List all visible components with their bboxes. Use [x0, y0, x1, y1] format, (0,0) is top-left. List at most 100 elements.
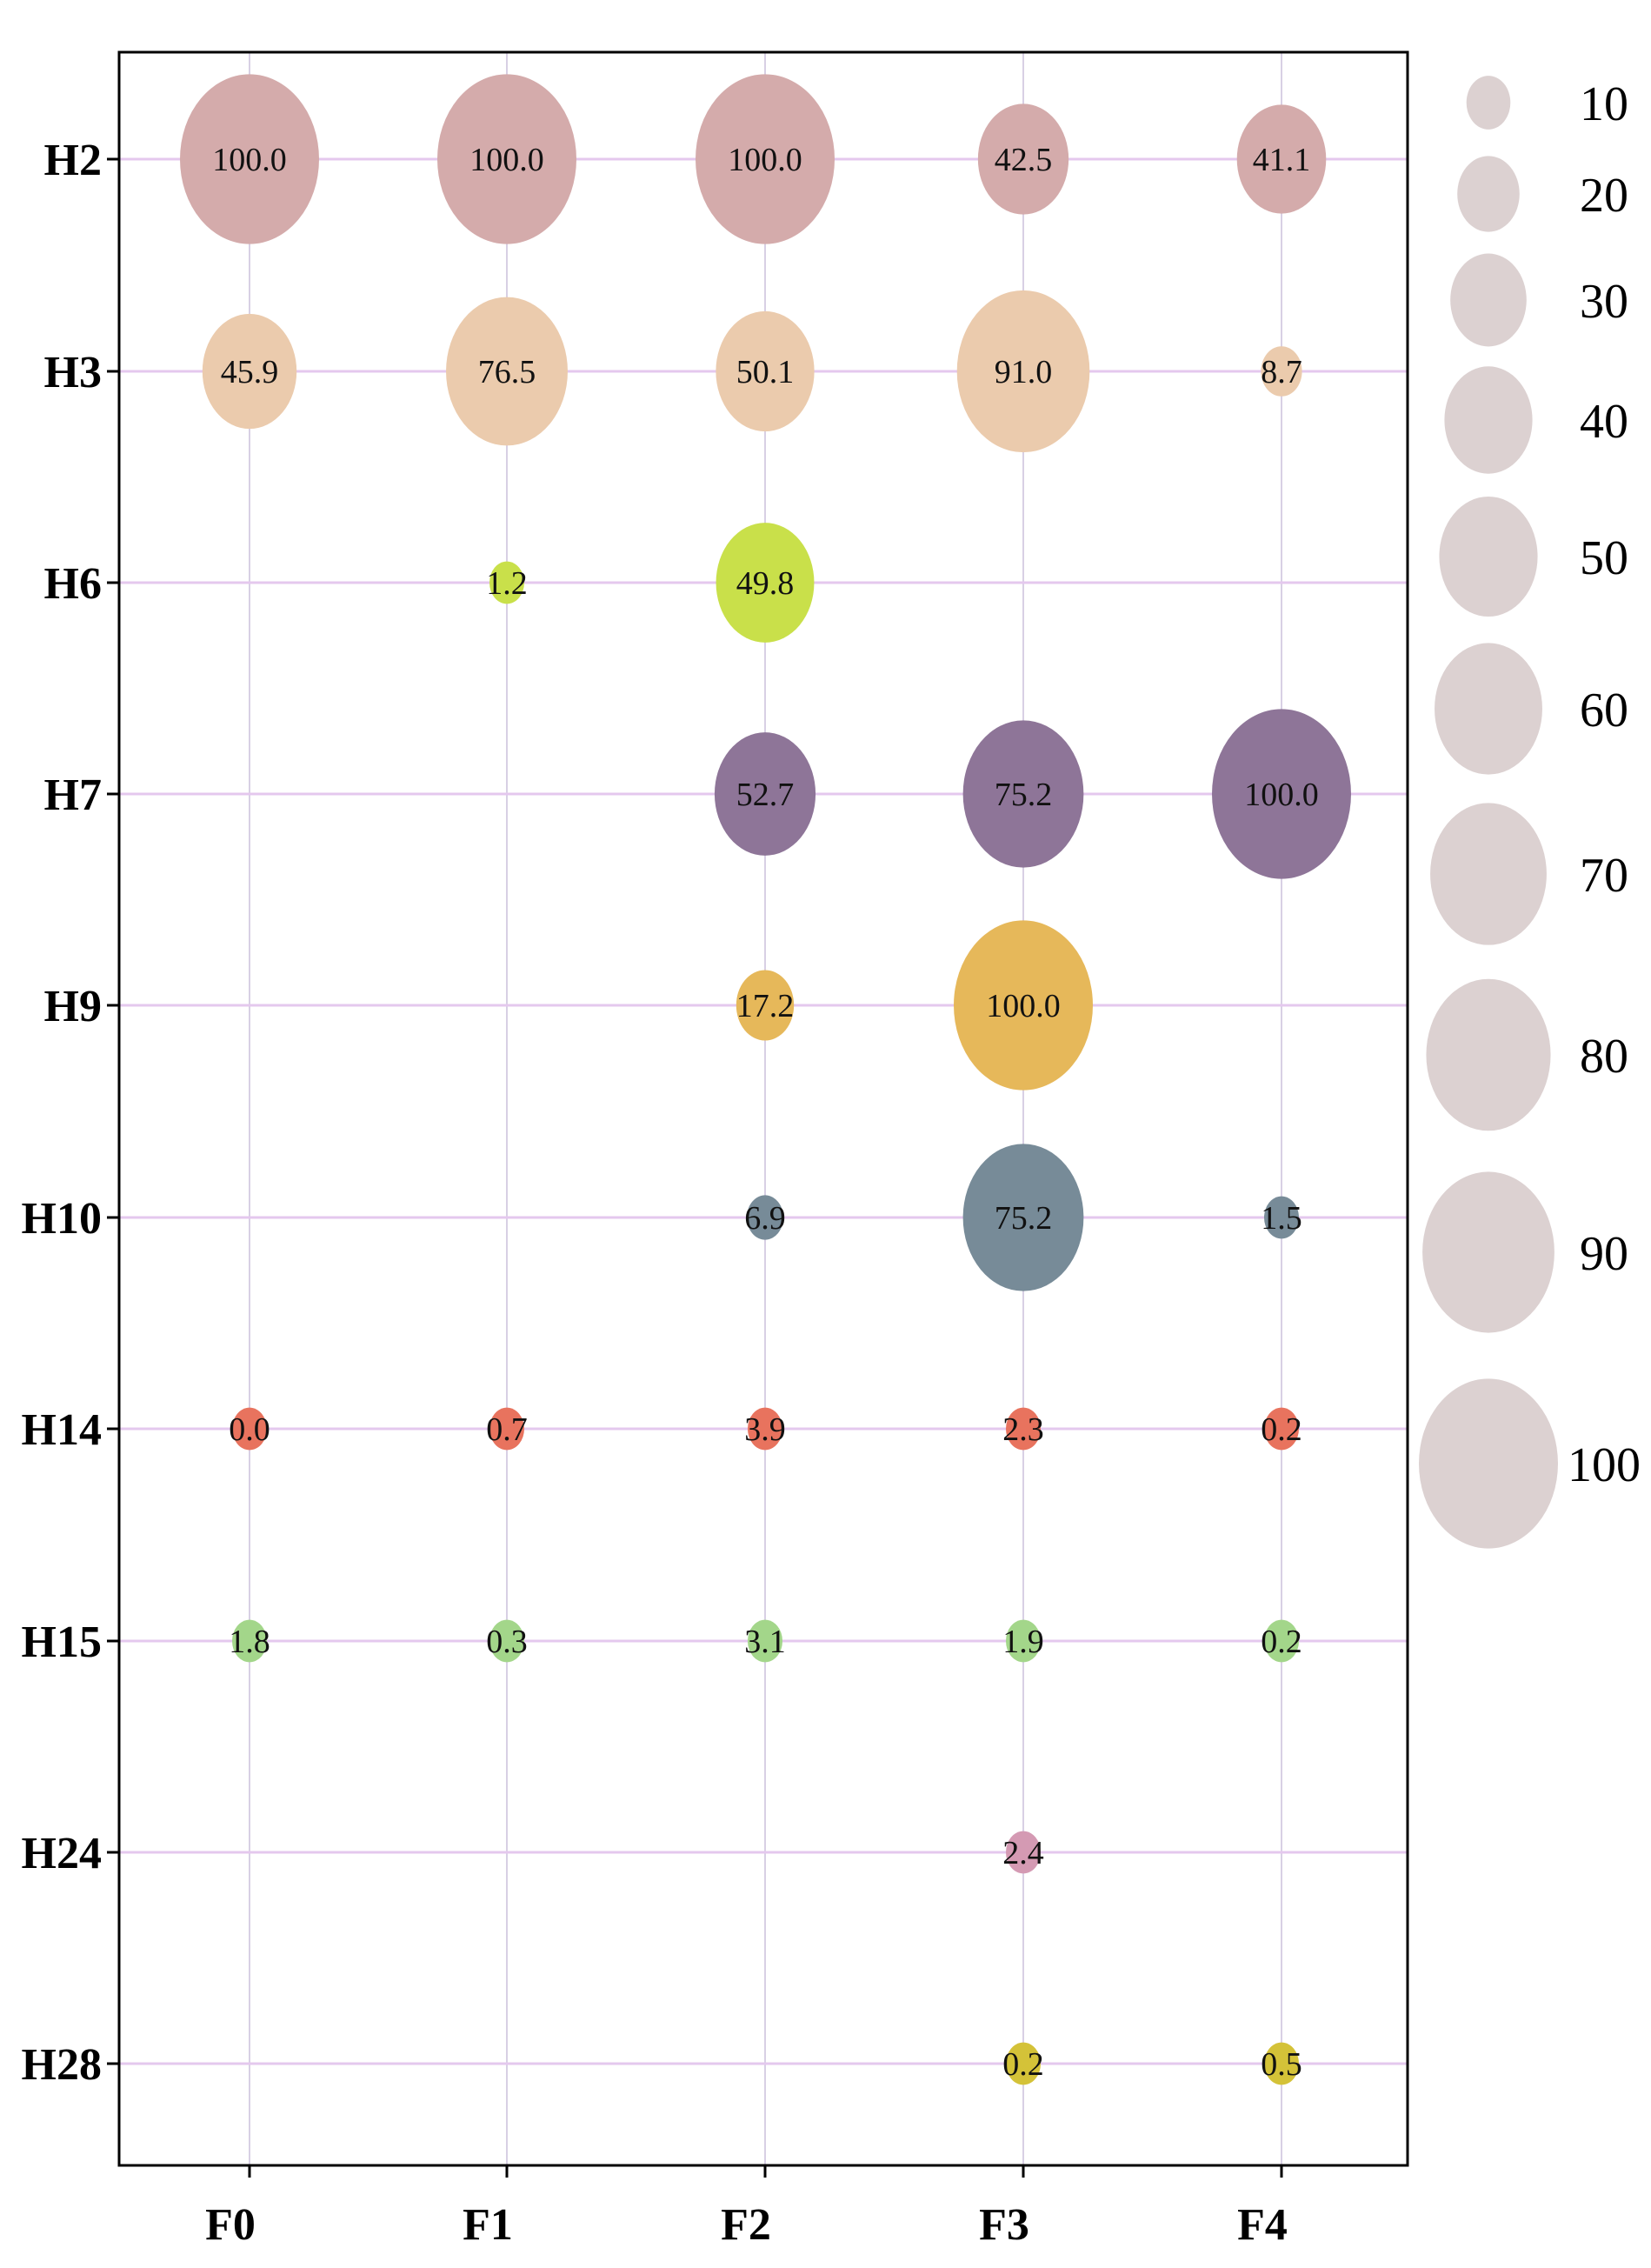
bubble-H2-F1: [437, 74, 576, 244]
legend-label: 60: [1580, 684, 1628, 737]
legend-bubble: [1426, 978, 1551, 1131]
bubble-value-label: 100.0: [469, 142, 544, 178]
bubble-value-label: 1.5: [1261, 1200, 1302, 1237]
bubble-H10-F2: [746, 1195, 784, 1240]
legend-bubble: [1450, 253, 1527, 347]
bubble-H24-F3: [1006, 1831, 1041, 1874]
y-tick-label: H24: [22, 1829, 102, 1878]
bubble-H15-F1: [489, 1619, 524, 1663]
legend-bubble: [1419, 1378, 1558, 1549]
bubble-value-label: 17.2: [736, 988, 795, 1024]
bubble-value-label: 0.2: [1261, 1624, 1302, 1660]
bubble-value-label: 100.0: [1244, 777, 1319, 813]
bubble-value-label: 1.8: [229, 1624, 270, 1660]
bubble-value-label: 50.1: [736, 354, 795, 390]
plot-frame: [117, 50, 1409, 2167]
bubble-H7-F2: [714, 732, 816, 856]
bubble-H14-F0: [232, 1407, 267, 1451]
legend-label: 100: [1568, 1438, 1641, 1492]
bubble-H14-F2: [748, 1407, 782, 1451]
legend-bubble: [1466, 76, 1511, 130]
bubble-H6-F1: [489, 561, 524, 604]
y-tick-label: H6: [44, 559, 102, 609]
bubble-H6-F2: [716, 523, 815, 643]
bubble-value-label: 2.3: [1002, 1411, 1044, 1448]
y-tick-label: H2: [44, 136, 102, 185]
bubble-H3-F3: [956, 290, 1090, 453]
bubble-H2-F4: [1236, 104, 1327, 214]
y-tick-label: H15: [22, 1618, 102, 1667]
bubble-value-label: 0.3: [486, 1624, 528, 1660]
bubble-H28-F3: [1006, 2042, 1041, 2085]
bubble-H3-F4: [1261, 346, 1302, 397]
bubble-H9-F2: [736, 970, 795, 1041]
bubble-value-label: 0.2: [1002, 2046, 1044, 2083]
bubble-H3-F1: [446, 297, 568, 446]
bubble-value-label: 3.1: [744, 1624, 786, 1660]
legend-bubble: [1422, 1171, 1554, 1333]
bubble-value-label: 52.7: [736, 777, 795, 813]
bubble-value-label: 8.7: [1261, 354, 1302, 390]
y-axis: H2 H3 H6 H7 H9 H10 H14 H15 H24 H28: [22, 136, 119, 2090]
legend-bubble: [1444, 366, 1533, 474]
bubble-value-label: 100.0: [212, 142, 287, 178]
bubble-H2-F3: [977, 103, 1069, 215]
bubble-value-label: 41.1: [1253, 142, 1311, 178]
bubble-value-label: 42.5: [995, 142, 1053, 178]
legend-label: 80: [1580, 1030, 1628, 1084]
legend-bubble: [1430, 803, 1547, 945]
x-tick-label: F4: [1237, 2200, 1288, 2250]
legend-label: 50: [1580, 531, 1628, 585]
legend-bubble: [1457, 156, 1520, 232]
x-tick-label: F0: [205, 2200, 256, 2250]
bubble-H2-F2: [696, 74, 835, 244]
y-tick-label: H3: [44, 348, 102, 397]
bubble-value-label: 2.4: [1002, 1835, 1044, 1871]
bubble-value-label: 75.2: [995, 1200, 1053, 1237]
legend-label: 90: [1580, 1227, 1628, 1281]
bubble-H3-F0: [202, 313, 297, 430]
legend-label: 70: [1580, 849, 1628, 903]
y-tick-label: H14: [22, 1405, 102, 1455]
x-axis: F0 F1 F2 F3 F4: [205, 2165, 1288, 2250]
bubble-value-label: 49.8: [736, 565, 795, 602]
bubble-value-label: 3.9: [744, 1411, 786, 1448]
legend-label: 20: [1580, 169, 1628, 223]
x-tick-label: F3: [979, 2200, 1029, 2250]
bubble-value-label: 75.2: [995, 777, 1053, 813]
bubble-H14-F3: [1006, 1407, 1041, 1451]
y-tick-label: H10: [22, 1194, 102, 1244]
bubble-value-label: 0.2: [1261, 1411, 1302, 1448]
bubble-value-label: 1.9: [1002, 1624, 1044, 1660]
size-legend: 10 20 30 40 50 60 70 80 90 100: [1419, 76, 1641, 1549]
bubble-H28-F4: [1264, 2042, 1299, 2085]
bubble-value-label: 0.5: [1261, 2046, 1302, 2083]
y-tick-label: H9: [44, 982, 102, 1031]
bubble-H3-F2: [716, 310, 815, 432]
bubble-H14-F1: [489, 1407, 524, 1451]
bubble-H9-F3: [954, 920, 1093, 1091]
bubble-value-label: 0.7: [486, 1411, 528, 1448]
bubble-H15-F3: [1006, 1619, 1041, 1663]
x-tick-label: F1: [463, 2200, 513, 2250]
bubble-value-label: 1.2: [486, 565, 528, 602]
legend-label: 10: [1580, 77, 1628, 131]
bubble-H15-F2: [748, 1619, 782, 1663]
bubble-value-label: 91.0: [995, 354, 1053, 390]
bubble-H14-F4: [1264, 1407, 1299, 1451]
bubble-H15-F4: [1264, 1619, 1299, 1663]
legend-label: 30: [1580, 275, 1628, 329]
bubble-H10-F3: [962, 1144, 1084, 1291]
bubble-value-label: 45.9: [221, 354, 279, 390]
bubble-H7-F4: [1212, 709, 1351, 879]
legend-bubble: [1439, 496, 1538, 617]
y-tick-label: H7: [44, 770, 102, 820]
bubble-H15-F0: [232, 1619, 267, 1663]
bubble-value-label: 76.5: [478, 354, 536, 390]
x-tick-label: F2: [721, 2200, 771, 2250]
bubble-value-label: 6.9: [744, 1200, 786, 1237]
bubble-value-label: 100.0: [728, 142, 802, 178]
y-tick-label: H28: [22, 2040, 102, 2090]
bubble-H10-F4: [1264, 1196, 1299, 1239]
